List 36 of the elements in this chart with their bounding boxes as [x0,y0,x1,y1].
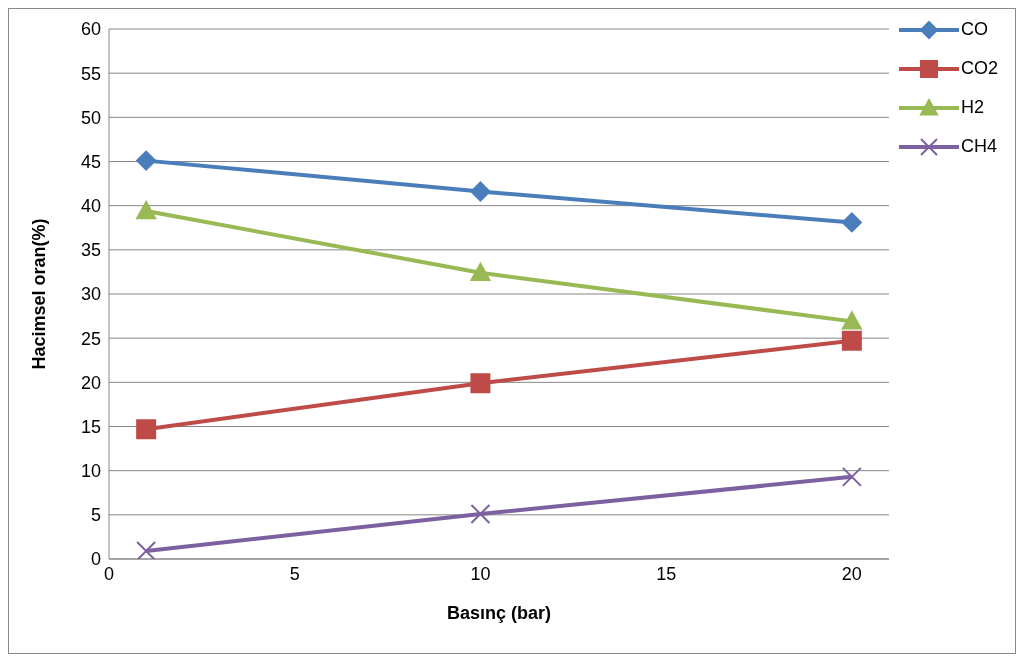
legend-label: CH4 [961,136,998,157]
x-tick-label: 20 [841,563,862,584]
point [470,373,491,394]
y-tick-label: 30 [80,284,101,305]
y-tick-label: 5 [90,505,101,526]
point [470,181,491,202]
point [841,212,862,233]
point [136,419,157,440]
y-tick-label: 45 [80,151,101,172]
point [470,262,491,281]
y-tick-label: 40 [80,196,101,217]
x-axis-title: Basınç (bar) [446,603,552,623]
y-tick-label: 50 [80,107,101,128]
y-tick-label: 35 [80,240,101,261]
legend-label: CO2 [961,58,999,79]
x-tick-label: 10 [470,563,491,584]
point [470,503,491,524]
x-tick-label: 0 [103,563,115,584]
y-tick-label: 15 [80,416,101,437]
x-tick-label: 15 [656,563,677,584]
y-tick-label: 0 [90,549,101,570]
legend-label: H2 [961,97,985,118]
y-tick-label: 25 [80,328,101,349]
point [136,200,157,220]
y-tick-label: 20 [80,372,101,393]
legend-label: CO [961,19,988,40]
y-axis-title: Hacimsel oran(%) [29,218,50,370]
x-tick-label: 5 [289,563,300,584]
point [841,330,862,351]
point [136,150,157,171]
y-tick-label: 10 [80,461,101,482]
y-tick-label: 60 [80,19,101,40]
point [136,541,157,559]
y-tick-label: 55 [80,63,101,84]
point [841,466,862,487]
point [841,311,862,330]
